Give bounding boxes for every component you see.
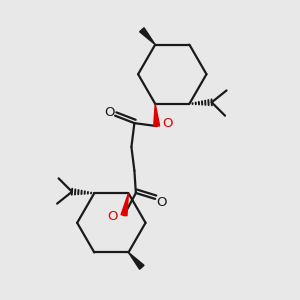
Polygon shape bbox=[121, 193, 128, 216]
Polygon shape bbox=[128, 252, 144, 269]
Polygon shape bbox=[140, 28, 155, 45]
Text: O: O bbox=[157, 196, 167, 209]
Text: O: O bbox=[107, 210, 118, 223]
Text: O: O bbox=[163, 117, 173, 130]
Polygon shape bbox=[154, 104, 160, 126]
Text: O: O bbox=[104, 106, 114, 119]
